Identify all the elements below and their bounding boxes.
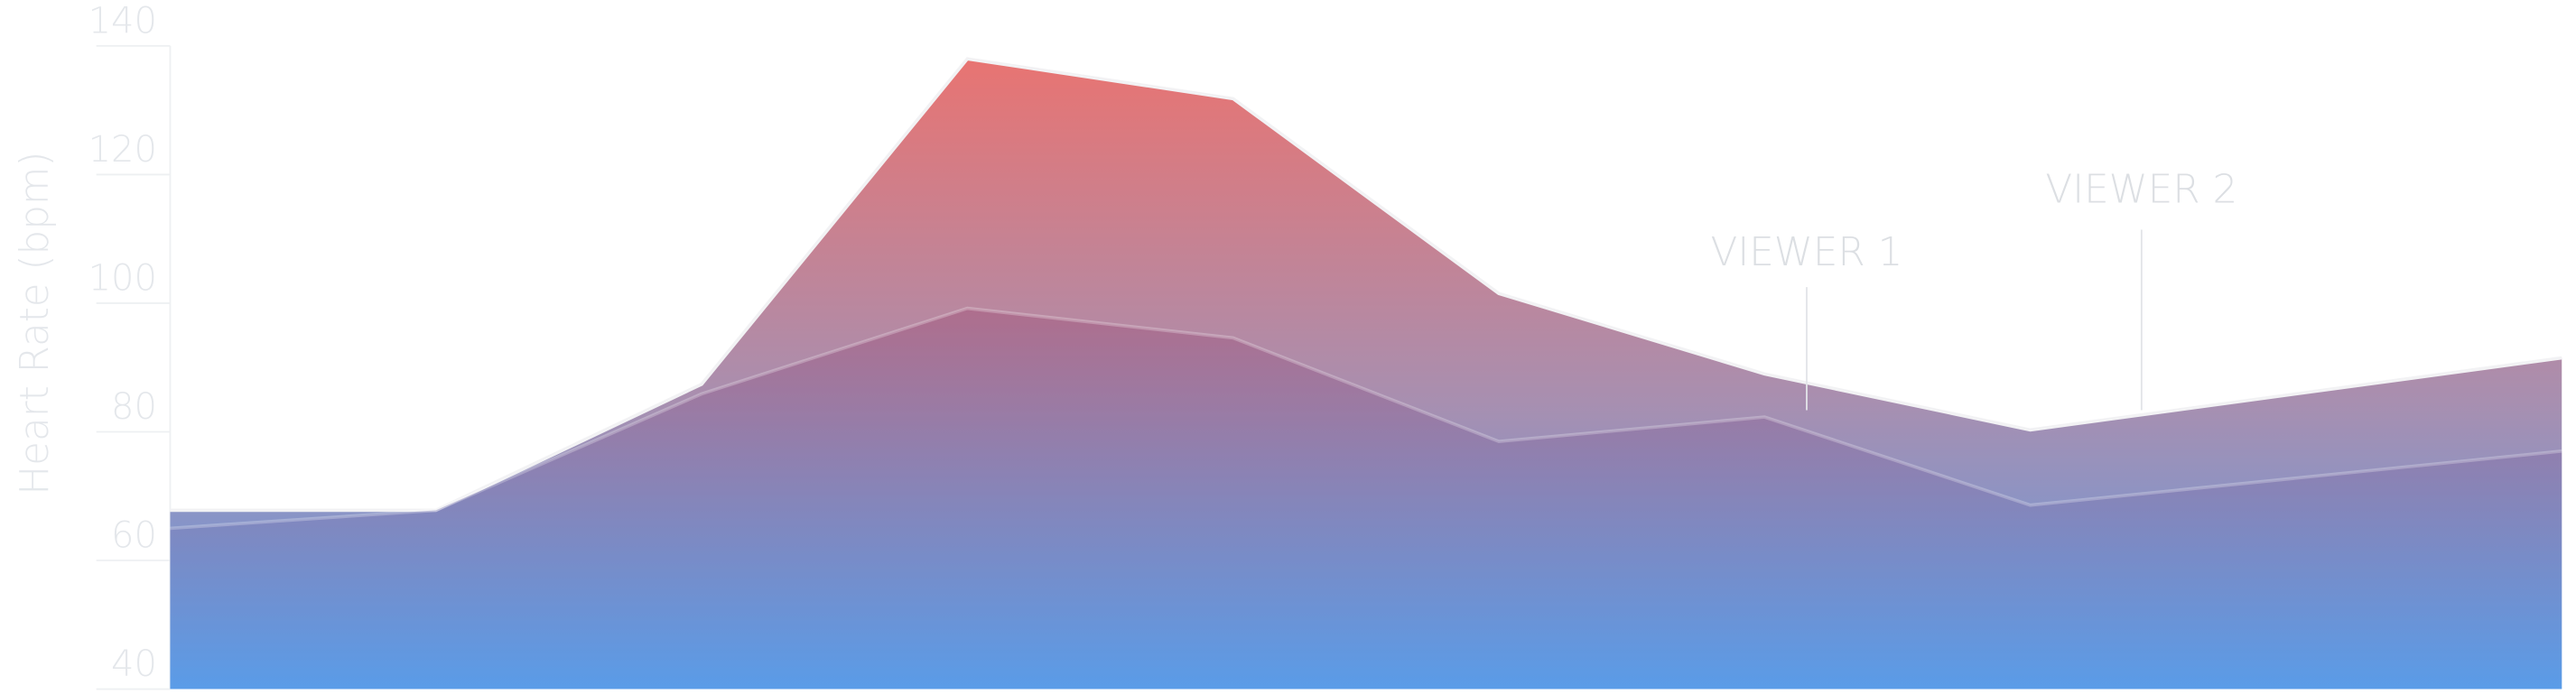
y-tick-label: 100: [88, 258, 157, 300]
area-edge: [170, 306, 2562, 531]
annotation: VIEWER 1: [1711, 230, 1903, 275]
y-tick-label: 140: [88, 0, 157, 42]
y-tick-label: 60: [111, 515, 157, 557]
area: [170, 308, 2562, 689]
y-tick-label: 80: [111, 386, 157, 428]
annotation: VIEWER 2: [2045, 168, 2237, 213]
area-edge: [170, 57, 2562, 513]
y-axis-label: Heart Rate (bpm): [13, 152, 58, 495]
y-tick-label: 40: [111, 643, 157, 685]
y-tick-label: 120: [88, 129, 157, 171]
